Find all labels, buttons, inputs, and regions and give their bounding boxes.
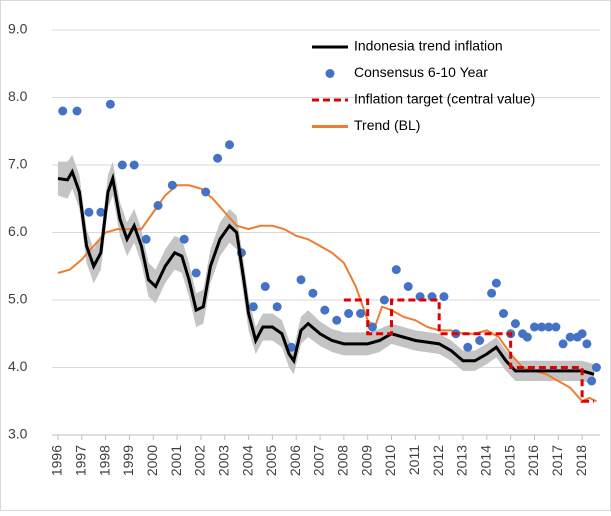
data-point [272, 302, 282, 312]
data-point [213, 153, 223, 163]
data-point [367, 322, 377, 332]
legend-label: Inflation target (central value) [354, 91, 535, 107]
data-point [58, 106, 68, 116]
data-point [463, 342, 473, 352]
data-point [296, 275, 306, 285]
data-point [105, 99, 115, 109]
y-tick-label: 6.0 [8, 223, 28, 239]
data-point [491, 278, 501, 288]
x-tick-label: 2008 [335, 445, 351, 476]
x-tick-label: 2010 [382, 445, 398, 476]
x-tick-label: 2004 [239, 445, 255, 476]
data-point [248, 302, 258, 312]
x-tick-label: 2013 [454, 445, 470, 476]
y-tick-label: 8.0 [8, 88, 28, 104]
y-tick-label: 7.0 [8, 156, 28, 172]
data-point [260, 282, 270, 291]
data-point [577, 329, 587, 339]
x-tick-label: 2002 [192, 445, 208, 476]
data-point [286, 342, 296, 352]
data-point [587, 376, 597, 386]
data-point [344, 309, 354, 318]
x-tick-label: 2001 [168, 445, 184, 476]
x-tick-label: 2016 [525, 445, 541, 476]
data-point [117, 160, 127, 170]
data-point [391, 265, 401, 275]
data-point [320, 305, 330, 315]
data-point [591, 363, 601, 372]
x-tick-label: 2017 [549, 445, 565, 476]
x-tick-label: 1996 [49, 445, 65, 476]
legend-marker [325, 69, 335, 78]
data-point [129, 160, 139, 170]
data-point [544, 322, 554, 332]
y-tick-label: 4.0 [8, 358, 28, 374]
data-point [96, 207, 106, 217]
data-point [379, 295, 389, 305]
series-line [343, 298, 595, 403]
legend-label: Indonesia trend inflation [354, 38, 503, 54]
data-point [225, 140, 235, 150]
data-point [84, 207, 94, 217]
x-tick-label: 2011 [406, 445, 422, 475]
x-tick-label: 2009 [358, 445, 374, 476]
legend-label: Consensus 6-10 Year [354, 64, 488, 80]
data-point [72, 106, 82, 116]
data-point [439, 292, 449, 302]
series-line [57, 184, 597, 403]
x-tick-label: 2014 [478, 445, 494, 476]
legend-label: Trend (BL) [354, 117, 420, 133]
data-point [510, 319, 520, 329]
y-tick-label: 5.0 [8, 291, 28, 307]
x-tick-label: 2005 [263, 445, 279, 476]
data-point [141, 234, 151, 244]
data-point [475, 336, 485, 345]
data-point [356, 309, 366, 318]
x-tick-label: 1998 [96, 445, 112, 476]
y-tick-label: 3.0 [8, 426, 28, 442]
x-tick-label: 2003 [215, 445, 231, 476]
data-point [308, 288, 318, 298]
x-tick-label: 1999 [120, 445, 136, 476]
y-tick-label: 9.0 [8, 21, 28, 37]
data-point [558, 339, 568, 349]
data-point [179, 234, 189, 244]
x-tick-label: 2000 [144, 445, 160, 476]
data-point [487, 288, 497, 298]
data-point [582, 339, 592, 349]
data-point [522, 332, 532, 342]
series-line [57, 168, 595, 376]
data-point [551, 322, 561, 332]
x-tick-label: 2012 [430, 445, 446, 476]
x-tick-label: 2006 [287, 445, 303, 476]
x-tick-label: 2015 [501, 445, 517, 476]
data-point [499, 309, 509, 318]
x-tick-label: 2018 [573, 445, 589, 476]
data-point [537, 322, 547, 332]
data-point [153, 201, 163, 210]
data-point [403, 282, 413, 291]
x-tick-label: 1997 [72, 445, 88, 476]
data-point [191, 268, 201, 278]
data-point [201, 187, 211, 197]
data-point [167, 180, 177, 190]
data-point [529, 322, 539, 332]
data-point [332, 315, 342, 325]
data-point [565, 332, 575, 342]
x-tick-label: 2007 [311, 445, 327, 476]
